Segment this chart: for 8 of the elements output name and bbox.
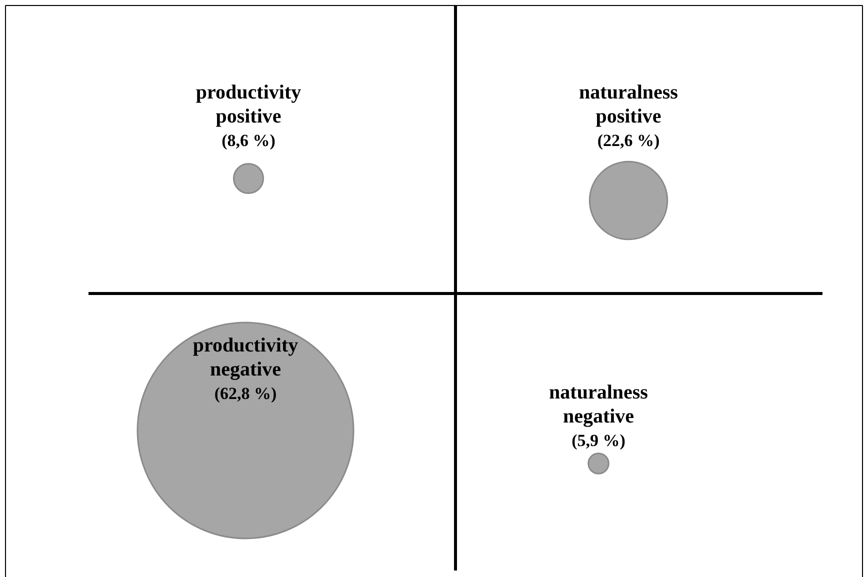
category-label: naturalness positive xyxy=(579,82,678,128)
category-label: naturalness negative xyxy=(549,382,648,428)
category-label: productivity negative xyxy=(192,334,298,380)
data-label: (22,6 %) xyxy=(597,131,660,150)
category-label: productivity positive xyxy=(196,82,302,128)
data-label: (8,6 %) xyxy=(222,131,276,150)
data-label: (62,8 %) xyxy=(214,384,277,403)
data-label: (5,9 %) xyxy=(572,431,626,450)
